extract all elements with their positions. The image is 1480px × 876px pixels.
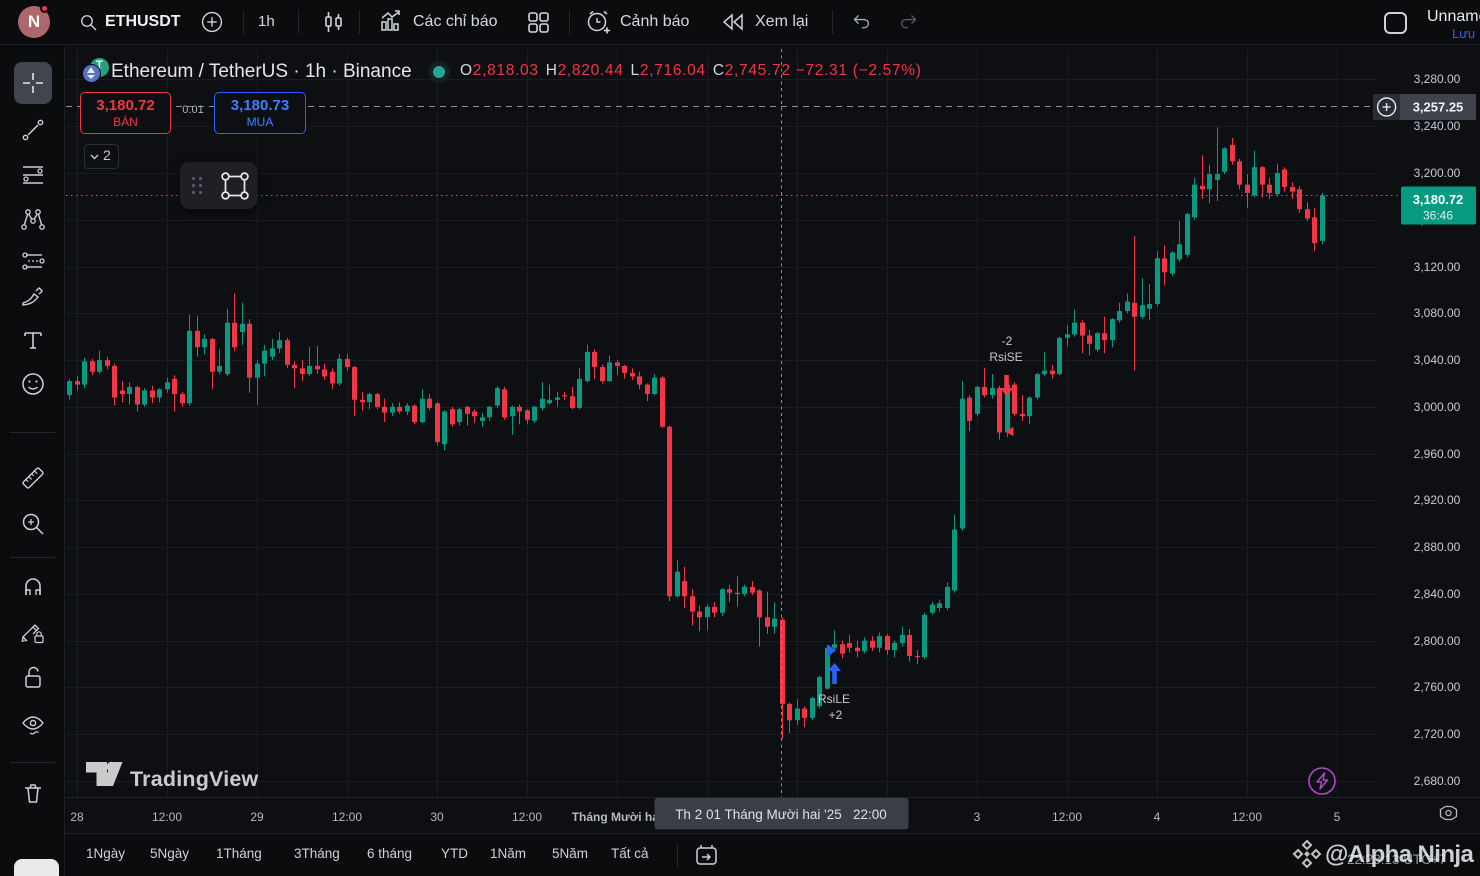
svg-text:2,840.00: 2,840.00 — [1414, 587, 1461, 601]
svg-text:2,880.00: 2,880.00 — [1414, 540, 1461, 554]
svg-text:3,040.00: 3,040.00 — [1414, 353, 1461, 367]
svg-text:12:00: 12:00 — [1052, 810, 1082, 824]
svg-text:3,080.00: 3,080.00 — [1414, 306, 1461, 320]
svg-text:RsiLE: RsiLE — [818, 692, 850, 706]
svg-text:RsiSE: RsiSE — [989, 350, 1022, 364]
svg-text:3,120.00: 3,120.00 — [1414, 260, 1461, 274]
svg-text:Tháng Mười hai: Tháng Mười hai — [572, 810, 663, 824]
svg-text:2,720.00: 2,720.00 — [1414, 727, 1461, 741]
svg-text:-2: -2 — [1002, 334, 1013, 348]
svg-text:29: 29 — [250, 810, 264, 824]
svg-text:4: 4 — [1154, 810, 1161, 824]
svg-text:2,760.00: 2,760.00 — [1414, 680, 1461, 694]
svg-text:2,920.00: 2,920.00 — [1414, 493, 1461, 507]
svg-text:30: 30 — [430, 810, 444, 824]
svg-text:3,257.25: 3,257.25 — [1413, 100, 1464, 115]
svg-text:2,680.00: 2,680.00 — [1414, 774, 1461, 788]
svg-text:12:00: 12:00 — [332, 810, 362, 824]
svg-text:36:46: 36:46 — [1423, 209, 1453, 223]
svg-text:3: 3 — [974, 810, 981, 824]
svg-text:+2: +2 — [829, 708, 843, 722]
svg-text:12:00: 12:00 — [1232, 810, 1262, 824]
svg-text:12:00: 12:00 — [512, 810, 542, 824]
svg-text:TradingView: TradingView — [130, 767, 259, 791]
svg-text:2,960.00: 2,960.00 — [1414, 447, 1461, 461]
svg-text:3,000.00: 3,000.00 — [1414, 400, 1461, 414]
svg-text:12:00: 12:00 — [152, 810, 182, 824]
svg-text:3,240.00: 3,240.00 — [1414, 119, 1461, 133]
svg-text:3,280.00: 3,280.00 — [1414, 72, 1461, 86]
svg-text:2,800.00: 2,800.00 — [1414, 634, 1461, 648]
svg-text:3,180.72: 3,180.72 — [1413, 192, 1464, 207]
svg-text:3,200.00: 3,200.00 — [1414, 166, 1461, 180]
svg-text:5: 5 — [1334, 810, 1341, 824]
svg-text:28: 28 — [70, 810, 84, 824]
svg-text:Th 2 01 Tháng Mười hai '25 2: Th 2 01 Tháng Mười hai '25 22:00 — [675, 807, 887, 822]
